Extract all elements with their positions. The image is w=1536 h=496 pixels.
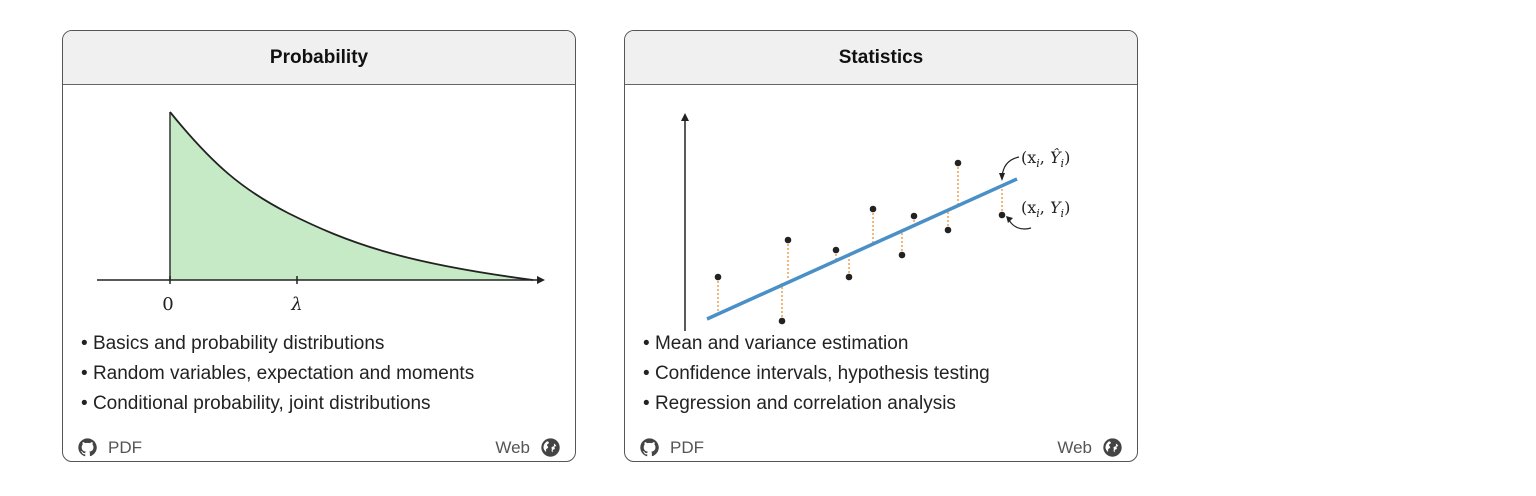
pdf-label: PDF: [108, 437, 142, 457]
exponential-density-figure: 0 λ: [63, 85, 575, 331]
pdf-link[interactable]: PDF: [639, 437, 704, 458]
observed-arrow: [1008, 219, 1032, 230]
web-link[interactable]: Web: [1057, 437, 1123, 458]
probability-card: Probability 0 λ Basics and probability d…: [62, 30, 576, 462]
data-points: [714, 159, 1006, 325]
density-area: [170, 112, 533, 280]
x-axis-arrow: [537, 276, 545, 284]
label-observed: (xi, Yi): [1021, 198, 1070, 220]
regression-line: [706, 177, 1018, 321]
topic-list: Mean and variance estimation Confidence …: [643, 329, 990, 419]
web-link[interactable]: Web: [495, 437, 561, 458]
web-label: Web: [1057, 437, 1092, 457]
list-item: Conditional probability, joint distribut…: [81, 389, 474, 419]
web-label: Web: [495, 437, 530, 457]
density-curve: [169, 111, 534, 281]
card-footer: PDF Web: [625, 435, 1137, 461]
card-title: Probability: [63, 31, 575, 85]
pdf-label: PDF: [670, 437, 704, 457]
tick-label-lambda: λ: [290, 294, 302, 315]
tick-label-zero: 0: [162, 294, 173, 315]
github-icon: [78, 438, 97, 457]
github-icon: [640, 438, 659, 457]
list-item: Regression and correlation analysis: [643, 389, 990, 419]
pdf-link[interactable]: PDF: [77, 437, 142, 458]
list-item: Basics and probability distributions: [81, 329, 474, 359]
list-item: Random variables, expectation and moment…: [81, 359, 474, 389]
list-item: Confidence intervals, hypothesis testing: [643, 359, 990, 389]
list-item: Mean and variance estimation: [643, 329, 990, 359]
statistics-card: Statistics: [624, 30, 1138, 462]
card-title: Statistics: [625, 31, 1137, 85]
globe-icon: [1103, 438, 1122, 457]
regression-figure: (xi, Ŷi) (xi, Yi): [625, 85, 1137, 331]
globe-icon: [541, 438, 560, 457]
label-fitted: (xi, Ŷi): [1021, 147, 1070, 170]
topic-list: Basics and probability distributions Ran…: [81, 329, 474, 419]
residual-lines: [717, 163, 1003, 321]
y-axis-arrow: [681, 113, 689, 121]
card-footer: PDF Web: [63, 435, 575, 461]
